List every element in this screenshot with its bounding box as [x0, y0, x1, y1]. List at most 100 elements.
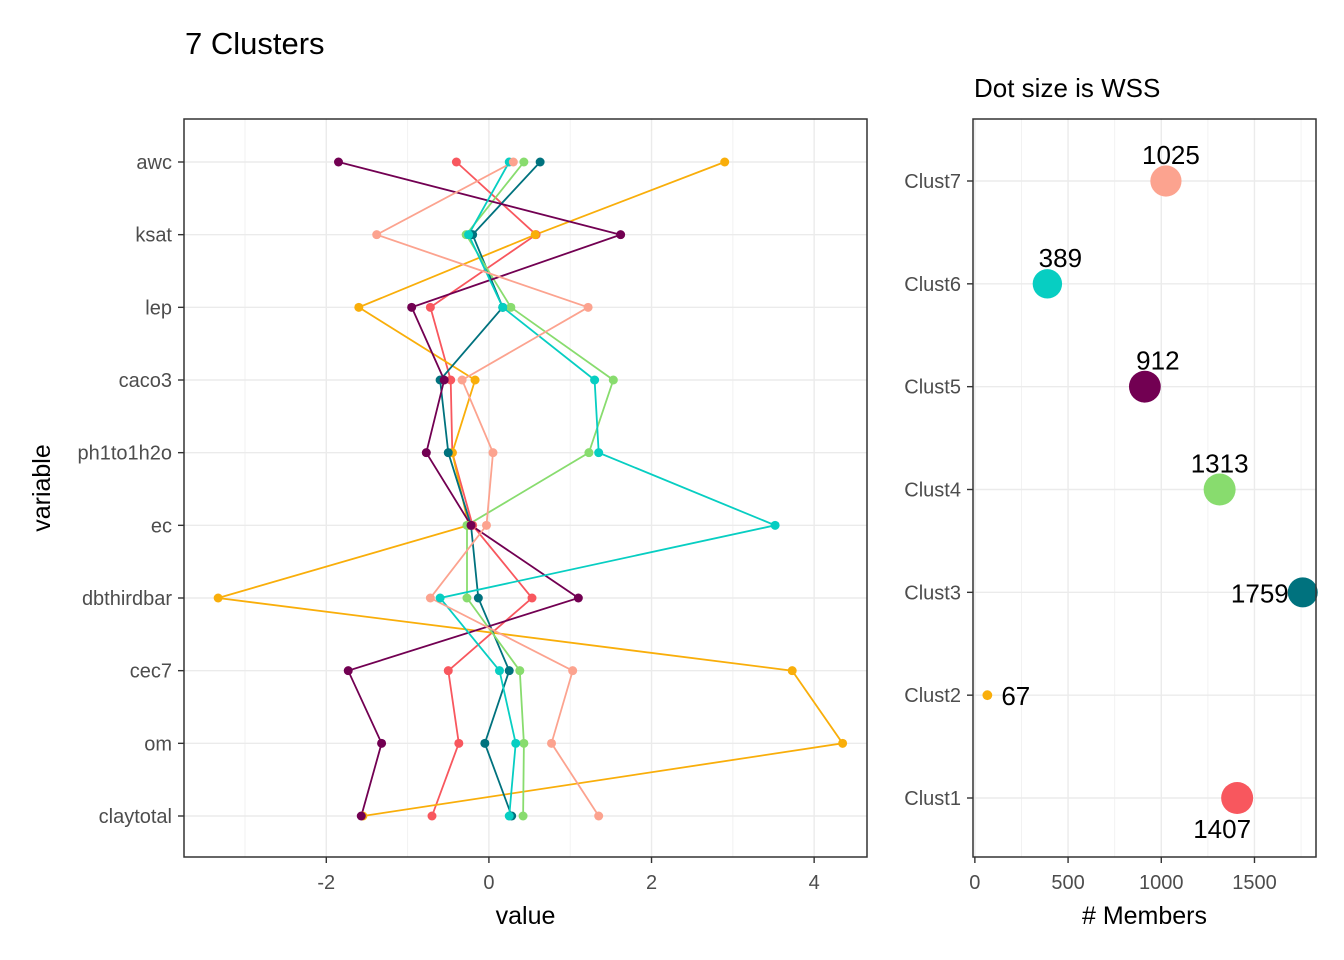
panel-border: [183, 118, 868, 858]
data-point-clust3: [443, 448, 453, 458]
y-tick-label: ksat: [135, 225, 172, 247]
bubble-clust6: [1032, 269, 1063, 299]
data-point-clust2: [354, 302, 364, 312]
data-point-clust7: [488, 448, 498, 458]
y-tick-label: awc: [136, 152, 172, 174]
y-tick-label: cec7: [130, 661, 172, 683]
bubble-clust5: [1128, 370, 1161, 403]
y-tick-label: claytotal: [99, 806, 172, 828]
panel-border: [972, 118, 1317, 858]
x-tick-label: 0: [969, 872, 980, 894]
bubble-label-clust7: 1025: [1142, 140, 1200, 170]
data-point-clust5: [573, 593, 583, 603]
side-chart-subtitle: Dot size is WSS: [974, 73, 1161, 103]
x-tick-label: 1000: [1139, 872, 1184, 894]
series-line-clust4: [465, 161, 615, 817]
series-line-clust6: [438, 161, 779, 817]
data-point-clust7: [594, 811, 604, 821]
data-point-clust7: [457, 375, 467, 385]
data-point-clust3: [480, 738, 490, 748]
data-point-clust4: [518, 811, 528, 821]
x-tick-label: 0: [483, 872, 494, 894]
y-tick-label: caco3: [119, 370, 172, 392]
data-point-clust4: [519, 738, 529, 748]
bubble-clust3: [1287, 577, 1318, 608]
y-tick-label: Clust6: [904, 274, 961, 296]
data-point-clust1: [446, 375, 456, 385]
y-tick-label: ph1to1h2o: [77, 443, 172, 465]
y-tick-label: Clust7: [904, 171, 961, 193]
data-point-clust7: [481, 520, 491, 530]
data-point-clust7: [583, 302, 593, 312]
y-axis-title: variable: [28, 444, 56, 532]
data-point-clust2: [470, 375, 480, 385]
data-point-clust6: [498, 302, 508, 312]
data-point-clust1: [527, 593, 537, 603]
bubble-label-clust2: 67: [1001, 681, 1030, 711]
bubble-label-clust5: 912: [1136, 346, 1179, 376]
y-tick-label: Clust3: [904, 582, 961, 604]
bubble-label-clust6: 389: [1039, 243, 1082, 273]
bubble-label-clust1: 1407: [1193, 814, 1251, 844]
data-point-clust2: [838, 738, 848, 748]
data-point-clust5: [333, 157, 343, 167]
data-point-clust3: [473, 593, 483, 603]
y-tick-label: ec: [151, 515, 172, 537]
data-point-clust4: [506, 302, 516, 312]
bubble-clust7: [1150, 165, 1182, 197]
y-tick-label: dbthirdbar: [82, 588, 172, 610]
data-point-clust1: [451, 157, 461, 167]
data-point-clust6: [494, 666, 504, 676]
y-tick-label: lep: [145, 297, 172, 319]
data-point-clust4: [584, 448, 594, 458]
data-point-clust4: [608, 375, 618, 385]
data-point-clust5: [439, 375, 449, 385]
bubble-clust4: [1203, 473, 1236, 506]
bubble-label-clust4: 1313: [1191, 449, 1249, 479]
data-point-clust1: [443, 666, 453, 676]
bubble-clust2: [982, 690, 993, 701]
data-point-clust1: [454, 738, 464, 748]
data-point-clust3: [504, 666, 514, 676]
data-point-clust3: [535, 157, 545, 167]
data-point-clust6: [590, 375, 600, 385]
data-point-clust6: [594, 448, 604, 458]
series-line-clust5: [338, 161, 624, 817]
data-point-clust5: [356, 811, 366, 821]
y-tick-label: Clust4: [904, 480, 961, 502]
data-point-clust5: [343, 666, 353, 676]
data-point-clust7: [372, 230, 382, 240]
x-tick-label: 4: [809, 872, 820, 894]
chart-title: 7 Clusters: [185, 26, 325, 61]
data-point-clust7: [508, 157, 518, 167]
data-point-clust1: [427, 811, 437, 821]
data-point-clust6: [435, 593, 445, 603]
data-point-clust5: [616, 230, 626, 240]
data-point-clust7: [425, 593, 435, 603]
data-point-clust5: [377, 738, 387, 748]
data-point-clust1: [425, 302, 435, 312]
y-tick-label: Clust2: [904, 685, 961, 707]
x-tick-label: 2: [646, 872, 657, 894]
data-point-clust4: [519, 157, 529, 167]
y-tick-label: om: [144, 733, 172, 755]
plot-background: [973, 119, 1316, 857]
data-point-clust7: [547, 738, 557, 748]
data-point-clust2: [787, 666, 797, 676]
y-tick-label: Clust1: [904, 788, 961, 810]
data-point-clust4: [515, 666, 525, 676]
data-point-clust6: [511, 738, 521, 748]
x-tick-label: 500: [1051, 872, 1084, 894]
profile-plot-panel: awc ksat lep caco3 ph1to1h2o ec dbthirdbar cec7…: [28, 118, 868, 930]
data-point-clust6: [464, 230, 474, 240]
data-point-clust6: [504, 811, 514, 821]
x-axis-title: value: [496, 902, 556, 930]
x-axis-title: # Members: [1082, 902, 1207, 930]
data-point-clust4: [462, 593, 472, 603]
data-point-clust5: [421, 448, 431, 458]
x-tick-label: -2: [317, 872, 335, 894]
data-point-clust5: [466, 520, 476, 530]
data-point-clust2: [530, 230, 540, 240]
y-tick-label: Clust5: [904, 377, 961, 399]
